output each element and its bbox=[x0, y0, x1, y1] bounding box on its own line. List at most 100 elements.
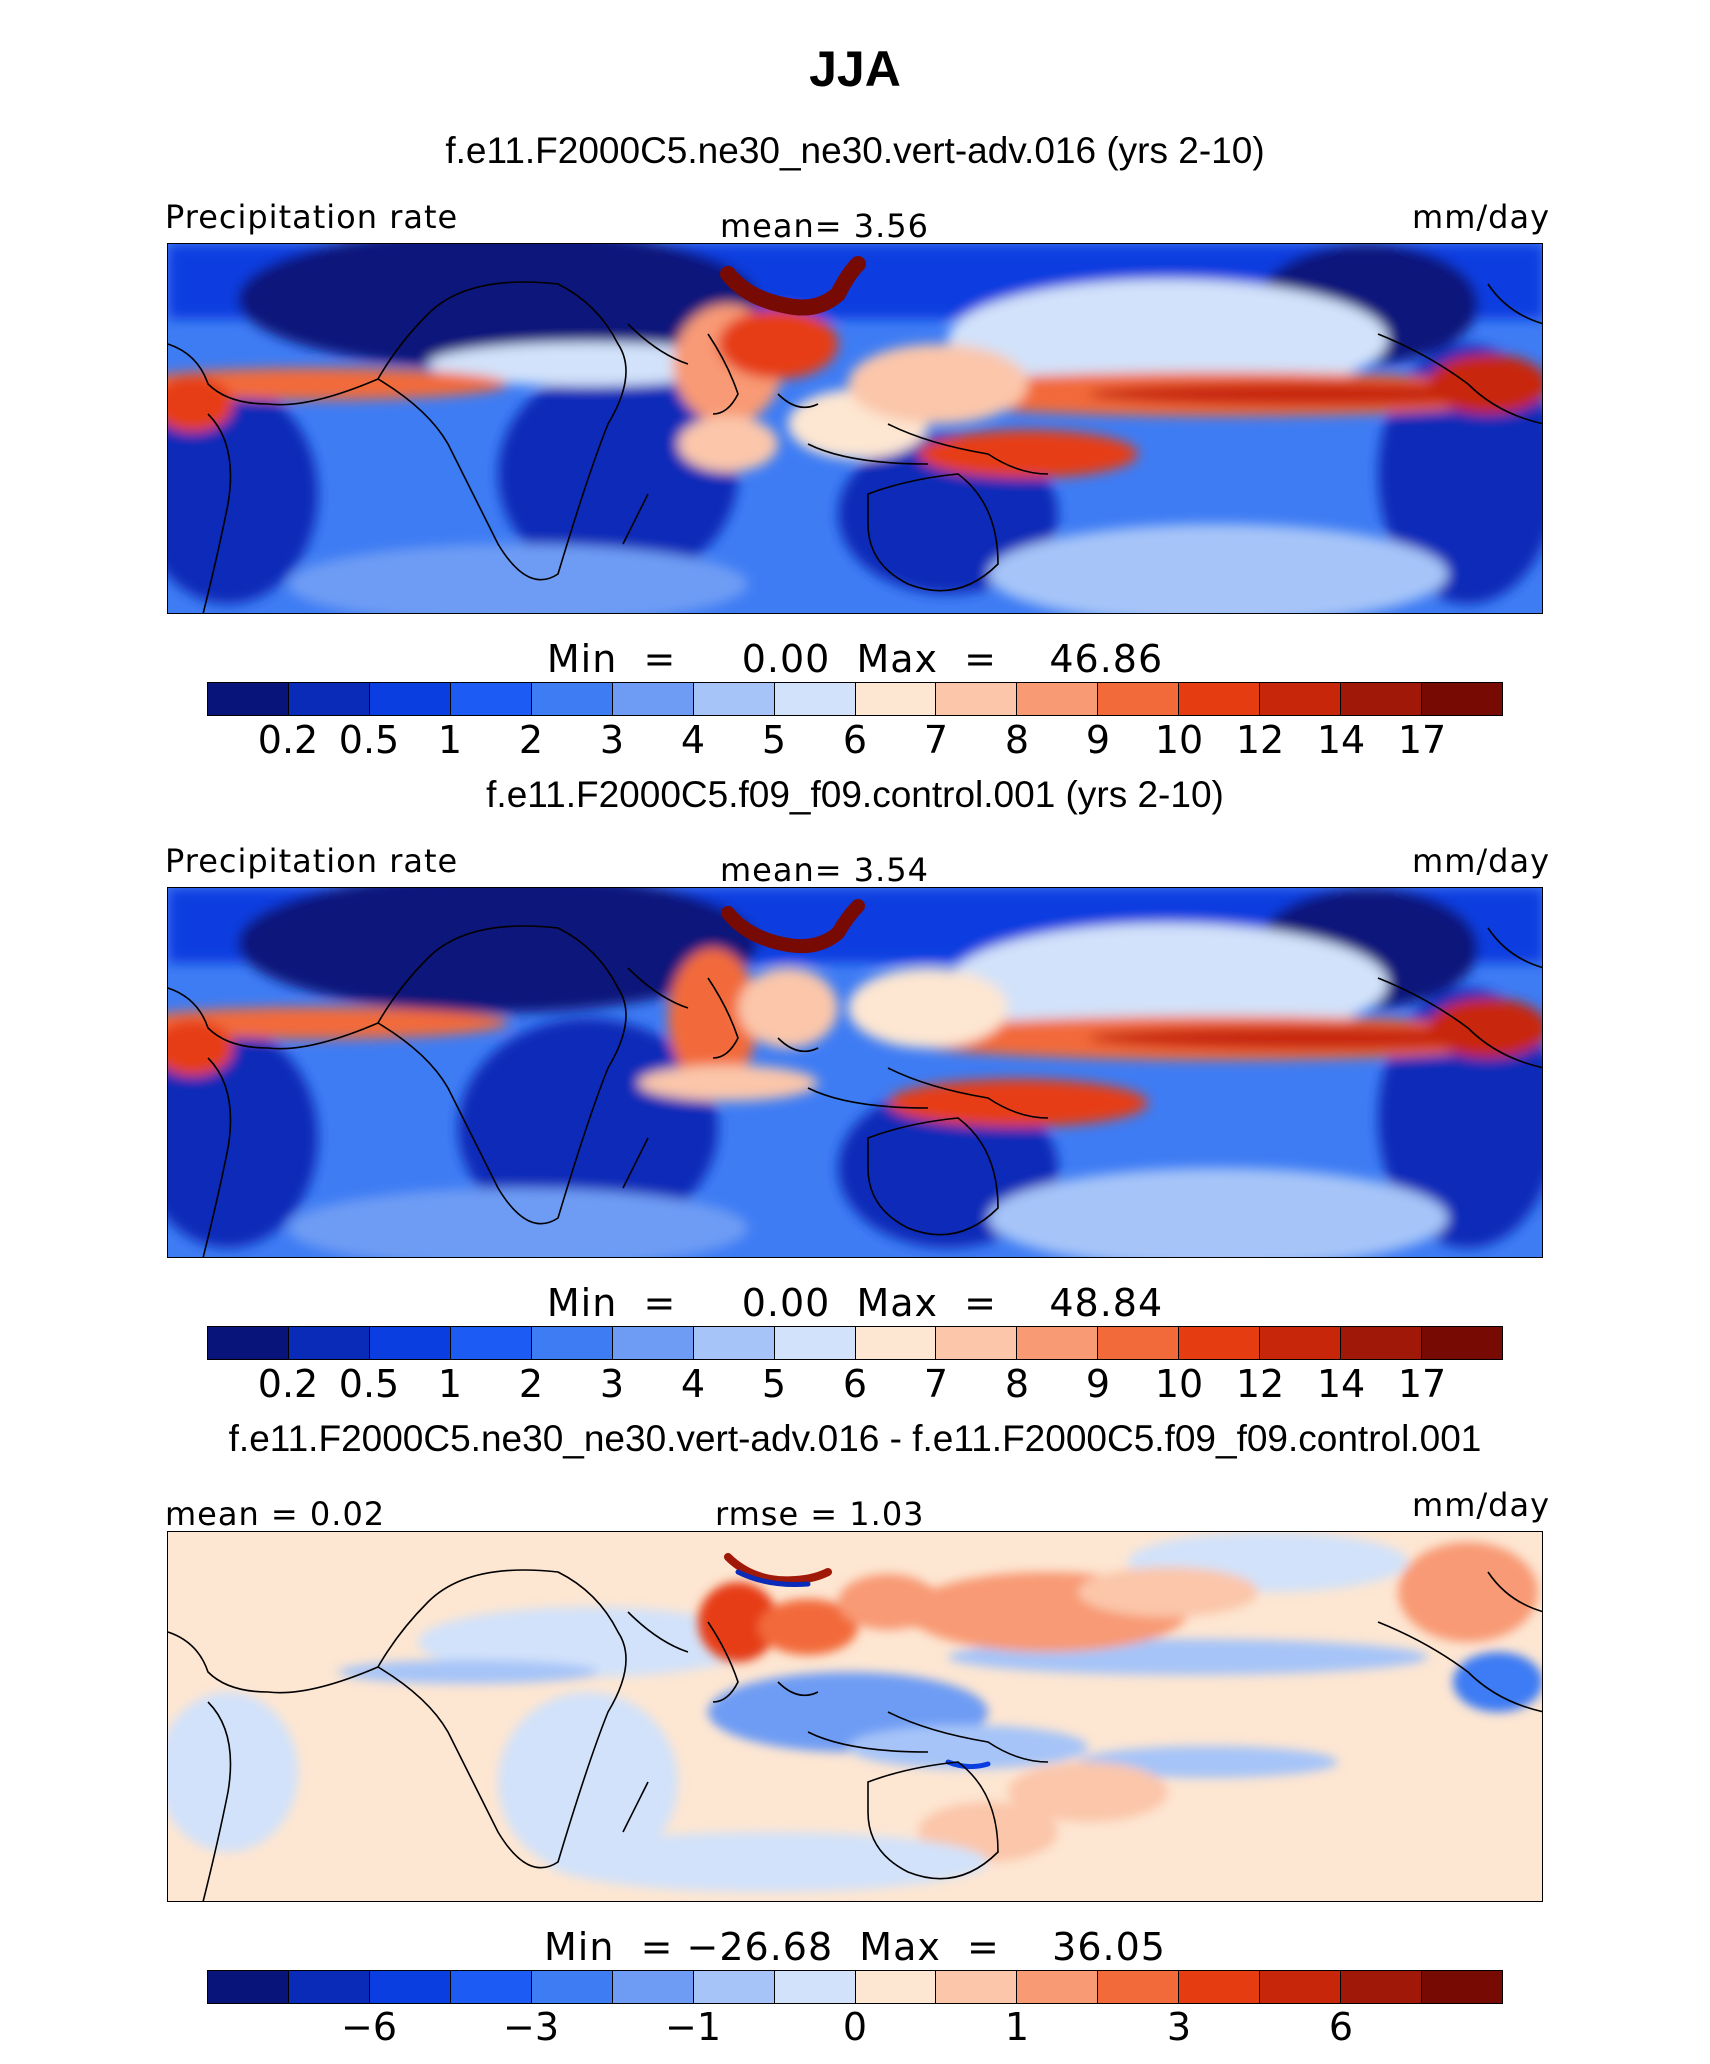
colorbar-cell bbox=[531, 1971, 613, 2003]
colorbar-tick-label: 0.2 bbox=[257, 1362, 319, 1406]
figure-title: JJA bbox=[809, 41, 901, 97]
panel2-mean-label: mean= 3.54 bbox=[720, 851, 929, 889]
colorbar-cell bbox=[1422, 1327, 1502, 1359]
colorbar-cell bbox=[936, 1971, 1018, 2003]
colorbar-tick-label: 12 bbox=[1235, 1362, 1285, 1406]
colorbar-tick-label: 2 bbox=[518, 1362, 544, 1406]
colorbar-tick-label: 7 bbox=[923, 718, 949, 762]
colorbar-cell bbox=[1260, 1327, 1342, 1359]
colorbar-tick-label: 1 bbox=[1004, 2005, 1030, 2049]
colorbar-cell bbox=[936, 1327, 1018, 1359]
colorbar-tick-label: 17 bbox=[1397, 1362, 1447, 1406]
colorbar-tick-label: 17 bbox=[1397, 718, 1447, 762]
panel1-precip-map bbox=[167, 243, 1543, 614]
panel2-colorbar bbox=[207, 1326, 1503, 1360]
colorbar-cell bbox=[288, 1971, 370, 2003]
colorbar-tick-label: 9 bbox=[1085, 718, 1111, 762]
colorbar-tick-label: 6 bbox=[1328, 2005, 1354, 2049]
colorbar-tick-label: 2 bbox=[518, 718, 544, 762]
panel2-colorbar-ticks: 0.2 0.5 1 2 3 4 5 6 7 8 9 10 12 14 17 bbox=[207, 1362, 1503, 1406]
colorbar-cell bbox=[1422, 683, 1502, 715]
colorbar-cell bbox=[1179, 1327, 1261, 1359]
colorbar-tick-label: 0 bbox=[842, 2005, 868, 2049]
colorbar-cell bbox=[1098, 683, 1180, 715]
colorbar-cell bbox=[855, 683, 937, 715]
panel3-rmse-label: rmse = 1.03 bbox=[715, 1495, 925, 1533]
colorbar-tick-label: 8 bbox=[1004, 718, 1030, 762]
colorbar-cell bbox=[693, 1327, 775, 1359]
colorbar-cell bbox=[693, 683, 775, 715]
colorbar-tick-label: 1 bbox=[437, 718, 463, 762]
colorbar-cell bbox=[208, 683, 289, 715]
colorbar-cell bbox=[450, 1971, 532, 2003]
colorbar-tick-label: 9 bbox=[1085, 1362, 1111, 1406]
colorbar-tick-label: 0.5 bbox=[338, 1362, 400, 1406]
colorbar-cell bbox=[1098, 1971, 1180, 2003]
colorbar-tick-label: 8 bbox=[1004, 1362, 1030, 1406]
panel2-variable-label: Precipitation rate bbox=[165, 842, 459, 880]
colorbar-cell bbox=[1260, 683, 1342, 715]
colorbar-cell bbox=[774, 1327, 856, 1359]
colorbar-tick-label: 4 bbox=[680, 718, 706, 762]
colorbar-cell bbox=[855, 1971, 937, 2003]
colorbar-cell bbox=[208, 1971, 289, 2003]
panel1-min-max: Min = 0.00 Max = 46.86 bbox=[546, 637, 1164, 681]
colorbar-tick-label: 10 bbox=[1154, 1362, 1204, 1406]
colorbar-cell bbox=[450, 1327, 532, 1359]
colorbar-cell bbox=[774, 683, 856, 715]
panel3-mean-label: mean = 0.02 bbox=[165, 1495, 386, 1533]
colorbar-cell bbox=[1017, 683, 1099, 715]
colorbar-tick-label: 0.5 bbox=[338, 718, 400, 762]
colorbar-tick-label: 3 bbox=[599, 718, 625, 762]
panel1-colorbar bbox=[207, 682, 1503, 716]
colorbar-cell bbox=[531, 1327, 613, 1359]
colorbar-tick-label: 6 bbox=[842, 718, 868, 762]
colorbar-cell bbox=[774, 1971, 856, 2003]
colorbar-cell bbox=[531, 683, 613, 715]
colorbar-cell bbox=[612, 1327, 694, 1359]
panel1-variable-label: Precipitation rate bbox=[165, 198, 459, 236]
colorbar-cell bbox=[208, 1327, 289, 1359]
panel3-min-max: Min = −26.68 Max = 36.05 bbox=[544, 1925, 1166, 1969]
colorbar-cell bbox=[612, 683, 694, 715]
colorbar-tick-label: −6 bbox=[340, 2005, 398, 2049]
colorbar-cell bbox=[1341, 1327, 1423, 1359]
colorbar-tick-label: 0.2 bbox=[257, 718, 319, 762]
panel2-precip-map bbox=[167, 887, 1543, 1258]
colorbar-tick-label: 1 bbox=[437, 1362, 463, 1406]
panel1-case-title: f.e11.F2000C5.ne30_ne30.vert-adv.016 (yr… bbox=[445, 130, 1265, 171]
colorbar-cell bbox=[855, 1327, 937, 1359]
colorbar-cell bbox=[1422, 1971, 1502, 2003]
colorbar-tick-label: 4 bbox=[680, 1362, 706, 1406]
colorbar-tick-label: 5 bbox=[761, 718, 787, 762]
colorbar-cell bbox=[1098, 1327, 1180, 1359]
colorbar-cell bbox=[369, 1971, 451, 2003]
panel2-units: mm/day bbox=[1412, 842, 1550, 880]
panel1-mean-label: mean= 3.56 bbox=[720, 207, 929, 245]
panel3-units: mm/day bbox=[1412, 1486, 1550, 1524]
colorbar-tick-label: 6 bbox=[842, 1362, 868, 1406]
colorbar-tick-label: 12 bbox=[1235, 718, 1285, 762]
colorbar-tick-label: 5 bbox=[761, 1362, 787, 1406]
colorbar-cell bbox=[1341, 1971, 1423, 2003]
colorbar-cell bbox=[369, 1327, 451, 1359]
colorbar-tick-label: −1 bbox=[664, 2005, 722, 2049]
colorbar-tick-label: 3 bbox=[599, 1362, 625, 1406]
panel3-case-title: f.e11.F2000C5.ne30_ne30.vert-adv.016 - f… bbox=[228, 1418, 1482, 1459]
panel1-units: mm/day bbox=[1412, 198, 1550, 236]
colorbar-cell bbox=[1260, 1971, 1342, 2003]
colorbar-tick-label: 3 bbox=[1166, 2005, 1192, 2049]
colorbar-cell bbox=[1341, 683, 1423, 715]
colorbar-tick-label: −3 bbox=[502, 2005, 560, 2049]
panel3-colorbar bbox=[207, 1970, 1503, 2004]
colorbar-cell bbox=[288, 1327, 370, 1359]
colorbar-cell bbox=[612, 1971, 694, 2003]
panel3-difference-map bbox=[167, 1531, 1543, 1902]
colorbar-cell bbox=[693, 1971, 775, 2003]
colorbar-cell bbox=[450, 683, 532, 715]
panel2-min-max: Min = 0.00 Max = 48.84 bbox=[546, 1281, 1164, 1325]
colorbar-cell bbox=[936, 683, 1018, 715]
colorbar-cell bbox=[1179, 1971, 1261, 2003]
colorbar-cell bbox=[1017, 1327, 1099, 1359]
colorbar-cell bbox=[1179, 683, 1261, 715]
